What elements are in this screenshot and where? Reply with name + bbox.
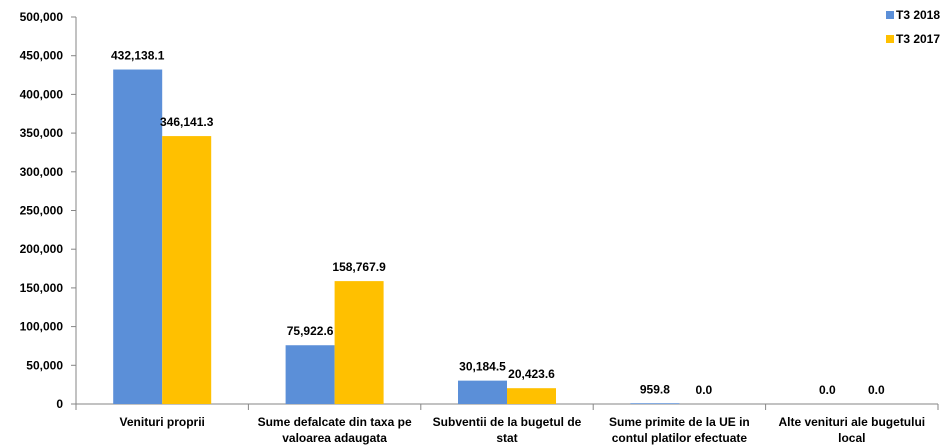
legend-swatch <box>886 35 894 43</box>
bar-series1 <box>458 380 507 404</box>
legend: T3 2018 T3 2017 <box>886 8 940 46</box>
data-label: 0.0 <box>819 383 836 397</box>
data-labels: 432,138.1 75,922.6 30,184.5 959.8 0.0 346,141… <box>111 49 885 397</box>
data-label: 30,184.5 <box>459 360 506 374</box>
y-tick-label: 0 <box>56 397 63 411</box>
y-tick-label: 500,000 <box>20 10 64 24</box>
y-tick-label: 450,000 <box>20 49 64 63</box>
data-label: 959.8 <box>640 382 670 396</box>
y-tick-label: 250,000 <box>20 204 64 218</box>
x-category-label: valoarea adaugata <box>282 431 387 445</box>
bars <box>113 69 680 404</box>
x-category-label: Alte venituri ale bugetului <box>778 415 925 429</box>
y-tick-label: 350,000 <box>20 126 64 140</box>
legend-label: T3 2018 <box>896 8 940 22</box>
y-tick-label: 300,000 <box>20 165 64 179</box>
bar-series1 <box>285 345 335 404</box>
legend-swatch <box>886 11 894 19</box>
axes: 0 50,000 100,000 150,000 200,000 250,000 300,0… <box>20 10 939 445</box>
x-category-label: stat <box>496 431 517 445</box>
data-label: 432,138.1 <box>111 49 165 63</box>
bar-series2 <box>334 281 384 404</box>
data-label: 0.0 <box>868 383 885 397</box>
x-category-label: Subventii de la bugetul de <box>433 415 582 429</box>
data-label: 346,141.3 <box>160 115 214 129</box>
x-category-label: Sume defalcate din taxa pe <box>258 415 412 429</box>
data-label: 158,767.9 <box>332 260 386 274</box>
y-tick-label: 100,000 <box>20 320 64 334</box>
x-category-label: local <box>838 431 865 445</box>
y-tick-label: 150,000 <box>20 281 64 295</box>
y-tick-label: 200,000 <box>20 242 64 256</box>
bar-series1 <box>113 69 163 404</box>
x-category-label: Sume primite de la UE in <box>609 415 750 429</box>
data-label: 20,423.6 <box>508 367 555 381</box>
data-label: 0.0 <box>696 383 713 397</box>
data-label: 75,922.6 <box>287 324 334 338</box>
x-category-label: Venituri proprii <box>120 415 205 429</box>
bar-series2 <box>507 388 556 404</box>
bar-series2 <box>162 136 212 404</box>
x-category-label: contul platilor efectuate <box>612 431 748 445</box>
legend-label: T3 2017 <box>896 32 940 46</box>
y-tick-label: 50,000 <box>26 358 63 372</box>
bar-series1 <box>630 403 680 404</box>
y-tick-label: 400,000 <box>20 87 64 101</box>
